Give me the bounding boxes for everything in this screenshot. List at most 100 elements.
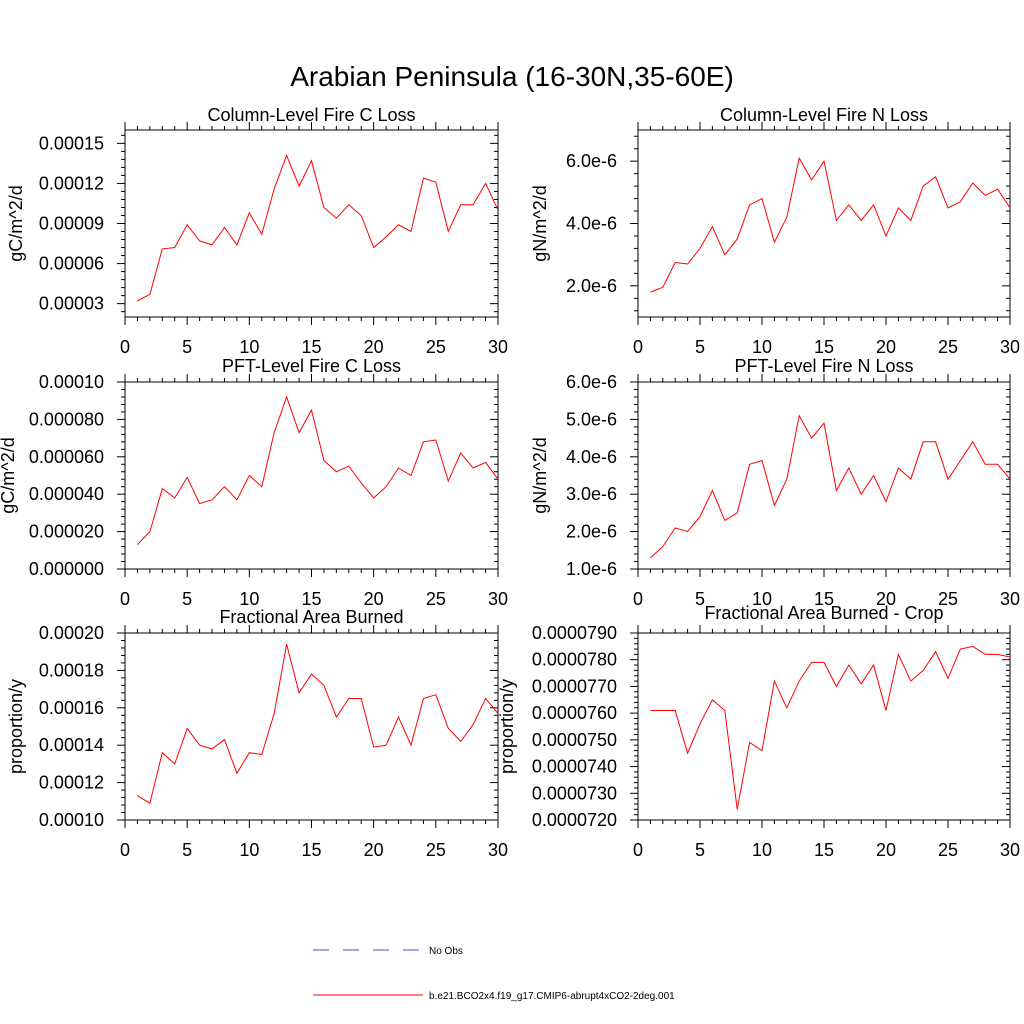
x-tick-label: 5 xyxy=(182,337,192,357)
series-line xyxy=(650,645,1011,810)
y-tick-label: 2.0e-6 xyxy=(566,522,617,542)
y-tick-label: 0.0000790 xyxy=(532,623,617,643)
y-tick-label: 0.00012 xyxy=(39,773,104,793)
plot-frame xyxy=(637,632,1011,821)
y-tick-label: 0.00009 xyxy=(39,214,104,234)
x-tick-label: 10 xyxy=(752,589,772,609)
x-tick-label: 5 xyxy=(182,589,192,609)
y-tick-label: 0.00018 xyxy=(39,660,104,680)
x-tick-label: 20 xyxy=(364,840,384,860)
y-tick-label: 0.0000720 xyxy=(532,810,617,830)
y-tick-label: 0.000020 xyxy=(29,522,104,542)
x-tick-label: 30 xyxy=(488,840,508,860)
x-tick-label: 5 xyxy=(695,337,705,357)
panel-title: Column-Level Fire N Loss xyxy=(720,105,928,125)
legend-label-model: b.e21.BCO2x4.f19_g17.CMIP6-abrupt4xCO2-2… xyxy=(429,991,675,1002)
panel-title: Fractional Area Burned xyxy=(219,607,403,627)
chart-panel-2: 0 5 10 15 20 25 30 2.0e-6 4.0e-6 6.0e-6 Column-Lev… xyxy=(530,105,1020,357)
y-tick-label: 0.0000750 xyxy=(532,730,617,750)
x-tick-label: 5 xyxy=(182,840,192,860)
x-tick-label: 25 xyxy=(938,337,958,357)
x-tick-label: 0 xyxy=(633,589,643,609)
series-line xyxy=(137,644,499,804)
x-tick-label: 10 xyxy=(239,589,259,609)
x-tick-label: 20 xyxy=(876,840,896,860)
x-tick-label: 5 xyxy=(695,589,705,609)
plot-frame xyxy=(124,129,499,318)
x-tick-label: 25 xyxy=(426,337,446,357)
y-axis-label: gN/m^2/d xyxy=(530,185,550,261)
x-tick-label: 20 xyxy=(876,337,896,357)
chart-panel-6: 0 5 10 15 20 25 30 0.0000720 0.0000730 0.0000740 0… xyxy=(497,603,1020,860)
y-tick-label: 1.0e-6 xyxy=(566,559,617,579)
legend-label-no-obs: No Obs xyxy=(429,946,463,957)
figure-title: Arabian Peninsula (16-30N,35-60E) xyxy=(290,61,734,92)
chart-panel-4: 0 5 10 15 20 25 30 1.0e-6 2.0e-6 3.0e-6 4.0e-6 5.0e… xyxy=(530,356,1020,609)
y-tick-label: 0.0000770 xyxy=(532,676,617,696)
y-axis-label: proportion/y xyxy=(6,679,26,774)
y-tick-label: 0.000000 xyxy=(29,559,104,579)
x-tick-label: 15 xyxy=(301,840,321,860)
panel-title: Fractional Area Burned - Crop xyxy=(704,603,943,623)
y-tick-label: 0.0000760 xyxy=(532,703,617,723)
x-tick-label: 0 xyxy=(120,840,130,860)
y-tick-label: 0.00020 xyxy=(39,623,104,643)
x-tick-label: 15 xyxy=(814,589,834,609)
y-tick-label: 0.00006 xyxy=(39,254,104,274)
y-tick-label: 0.00015 xyxy=(39,133,104,153)
y-tick-label: 0.00016 xyxy=(39,698,104,718)
x-tick-label: 15 xyxy=(301,337,321,357)
x-tick-label: 20 xyxy=(364,337,384,357)
y-tick-label: 0.000080 xyxy=(29,409,104,429)
x-tick-label: 0 xyxy=(633,840,643,860)
x-tick-label: 20 xyxy=(876,589,896,609)
plot-frame xyxy=(124,632,499,821)
y-tick-label: 6.0e-6 xyxy=(566,151,617,171)
y-axis-label: gC/m^2/d xyxy=(0,437,18,513)
y-tick-label: 0.00012 xyxy=(39,173,104,193)
plot-frame xyxy=(637,129,1011,318)
chart-panel-5: 0 5 10 15 20 25 30 0.00010 0.00012 0.00014 0.00016… xyxy=(6,607,508,860)
y-axis-label: gC/m^2/d xyxy=(6,185,26,261)
x-tick-label: 30 xyxy=(1000,337,1020,357)
series-line xyxy=(137,395,499,546)
x-tick-label: 15 xyxy=(814,337,834,357)
x-tick-label: 20 xyxy=(364,589,384,609)
y-tick-label: 0.0000740 xyxy=(532,757,617,777)
x-tick-label: 30 xyxy=(488,337,508,357)
y-tick-label: 0.000060 xyxy=(29,447,104,467)
x-tick-label: 30 xyxy=(488,589,508,609)
y-tick-label: 0.00014 xyxy=(39,735,104,755)
y-tick-label: 0.00010 xyxy=(39,372,104,392)
y-tick-label: 0.00010 xyxy=(39,810,104,830)
x-tick-label: 25 xyxy=(938,589,958,609)
x-tick-label: 10 xyxy=(239,337,259,357)
x-tick-label: 0 xyxy=(633,337,643,357)
x-tick-label: 0 xyxy=(120,589,130,609)
x-tick-label: 25 xyxy=(426,840,446,860)
x-tick-label: 25 xyxy=(938,840,958,860)
panel-title: Column-Level Fire C Loss xyxy=(207,105,415,125)
x-tick-label: 10 xyxy=(752,840,772,860)
panel-title: PFT-Level Fire C Loss xyxy=(222,356,401,376)
x-tick-label: 10 xyxy=(752,337,772,357)
x-tick-label: 5 xyxy=(695,840,705,860)
x-tick-label: 15 xyxy=(814,840,834,860)
y-tick-label: 4.0e-6 xyxy=(566,214,617,234)
series-line xyxy=(650,156,1011,293)
x-tick-label: 30 xyxy=(1000,840,1020,860)
x-tick-label: 0 xyxy=(120,337,130,357)
plot-frame xyxy=(637,381,1011,570)
legend: No Obs b.e21.BCO2x4.f19_g17.CMIP6-abrupt… xyxy=(313,946,675,1002)
y-tick-label: 2.0e-6 xyxy=(566,276,617,296)
chart-panel-3: 0 5 10 15 20 25 30 0.000000 0.000020 0.000040 0.00… xyxy=(0,356,508,609)
series-line xyxy=(137,154,499,302)
x-tick-label: 10 xyxy=(239,840,259,860)
chart-panel-1: 0 5 10 15 20 25 30 0.00003 0.00006 0.00009 0.00012… xyxy=(6,105,508,357)
y-tick-label: 0.0000730 xyxy=(532,783,617,803)
y-tick-label: 3.0e-6 xyxy=(566,484,617,504)
series-line xyxy=(650,414,1011,559)
y-tick-label: 0.000040 xyxy=(29,484,104,504)
y-tick-label: 5.0e-6 xyxy=(566,409,617,429)
